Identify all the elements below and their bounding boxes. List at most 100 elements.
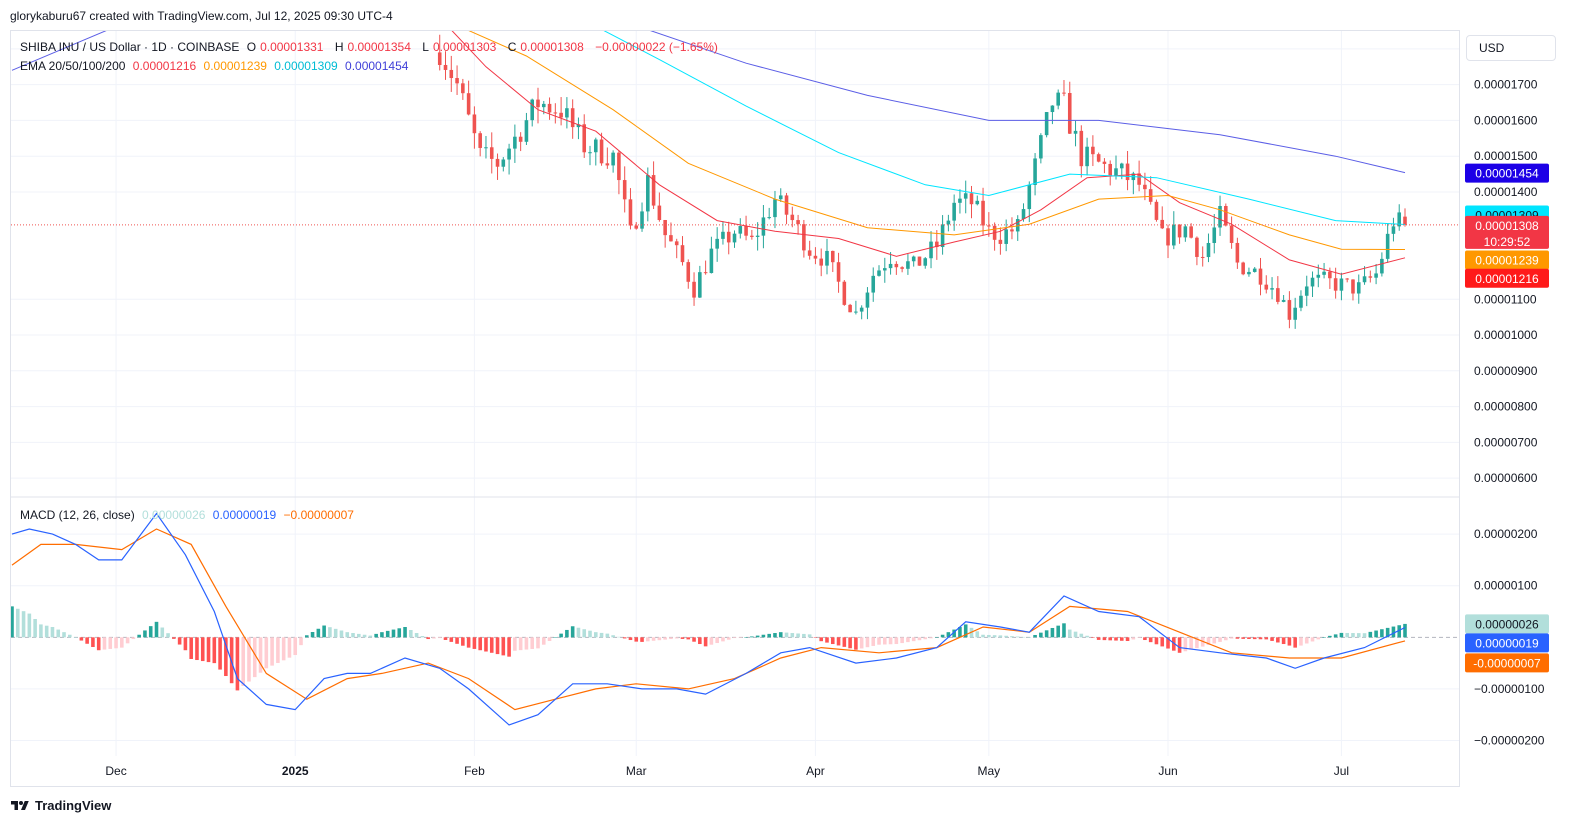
macd-histogram-bar xyxy=(1322,637,1326,638)
macd-histogram-bar xyxy=(299,637,303,646)
candle-body xyxy=(825,250,829,266)
candle-body xyxy=(640,211,644,229)
macd-histogram-bar xyxy=(15,608,20,638)
macd-histogram-bar xyxy=(489,637,494,653)
candle-body xyxy=(1224,206,1228,226)
macd-histogram-bar xyxy=(848,637,852,649)
candle-body xyxy=(761,217,766,236)
legend-change: −0.00000022 (−1.65%) xyxy=(595,40,718,54)
macd-histogram-bar xyxy=(195,637,199,661)
macd-histogram-bar xyxy=(998,635,1003,638)
candle-body xyxy=(963,193,968,199)
macd-histogram-bar xyxy=(172,637,176,639)
price-pane xyxy=(11,31,1459,329)
candle-body xyxy=(1368,276,1373,278)
candle-body xyxy=(1339,278,1344,291)
macd-histogram-bar xyxy=(328,627,332,638)
candle-body xyxy=(900,267,904,269)
macd-histogram-bar xyxy=(559,633,563,638)
macd-histogram-bar xyxy=(738,637,743,638)
macd-histogram-bar xyxy=(120,637,124,648)
time-tick-label: May xyxy=(977,764,1000,778)
candle-body xyxy=(1356,282,1361,294)
ema-line-ema200 xyxy=(11,31,1406,174)
macd-histogram-bar xyxy=(646,637,650,642)
time-tick-label: Feb xyxy=(464,764,485,778)
candle-body xyxy=(969,193,974,205)
legend-ema50: 0.00001239 xyxy=(203,59,267,73)
macd-histogram-bar xyxy=(252,637,257,678)
candle-body xyxy=(437,52,442,65)
candle-body xyxy=(466,93,471,115)
candle-body xyxy=(1304,286,1309,296)
price-tick-label: 0.00001500 xyxy=(1474,149,1538,163)
macd-histogram-bar xyxy=(241,637,245,686)
macd-histogram-bar xyxy=(917,637,922,641)
macd-histogram-bar xyxy=(576,627,581,638)
macd-histogram-bar xyxy=(1247,637,1251,639)
macd-histogram-bar xyxy=(472,637,477,649)
candle-body xyxy=(646,175,650,212)
candle-body xyxy=(1200,256,1205,258)
macd-histogram-bar xyxy=(553,637,558,638)
macd-histogram-bar xyxy=(859,637,864,649)
macd-histogram-bar xyxy=(1362,633,1367,638)
macd-histogram-bar xyxy=(865,637,870,648)
candle-body xyxy=(940,224,945,248)
macd-histogram-bar xyxy=(114,637,118,649)
macd-histogram-bar xyxy=(1316,637,1321,640)
macd-histogram-bar xyxy=(1091,637,1095,638)
macd-histogram-bar xyxy=(68,634,72,638)
macd-histogram-bar xyxy=(541,637,546,645)
candle-body xyxy=(1252,268,1257,272)
macd-histogram-bar xyxy=(744,637,748,638)
candle-body xyxy=(830,250,835,263)
candle-body xyxy=(1079,130,1084,167)
candle-body xyxy=(1362,276,1367,283)
candle-body xyxy=(478,133,482,148)
macd-histogram-bar xyxy=(1368,631,1373,638)
macd-histogram-bar xyxy=(940,634,945,638)
candle-body xyxy=(958,198,962,203)
candle-body xyxy=(507,148,511,160)
candle-body xyxy=(1316,274,1321,278)
candle-body xyxy=(1021,209,1026,220)
currency-button[interactable]: USD xyxy=(1466,35,1556,61)
macd-histogram-bar xyxy=(888,637,893,645)
macd-histogram-bar xyxy=(507,637,511,657)
candle-body xyxy=(1328,271,1332,279)
candle-body xyxy=(599,139,604,164)
macd-histogram-bar xyxy=(432,637,436,639)
candle-body xyxy=(1380,258,1384,274)
macd-histogram-bar xyxy=(778,632,783,638)
macd-histogram-bar xyxy=(854,637,858,650)
candle-body xyxy=(1067,92,1072,134)
macd-histogram-bar xyxy=(1050,627,1055,638)
candle-body xyxy=(1189,226,1193,238)
macd-histogram-bar xyxy=(397,628,402,638)
candle-body xyxy=(680,245,685,263)
macd-histogram-bar xyxy=(96,637,101,651)
macd-histogram-bar xyxy=(1148,637,1153,643)
macd-histogram-bar xyxy=(276,637,280,663)
candle-body xyxy=(484,147,488,149)
macd-histogram-bar xyxy=(212,637,217,664)
candle-body xyxy=(1004,229,1008,244)
badge-ema50-text: 0.00001239 xyxy=(1475,254,1539,268)
macd-histogram-bar xyxy=(981,634,985,638)
macd-histogram-bar xyxy=(570,626,575,638)
macd-histogram-bar xyxy=(813,637,818,638)
legend-close: C 0.00001308 xyxy=(507,40,584,54)
macd-histogram-bar xyxy=(715,637,719,644)
macd-histogram-bar xyxy=(796,633,800,638)
legend-ema-label: EMA 20/50/100/200 xyxy=(20,59,126,73)
candle-body xyxy=(1114,168,1118,176)
macd-histogram-bar xyxy=(1351,633,1355,638)
macd-histogram-bar xyxy=(732,637,737,639)
candle-body xyxy=(923,258,928,266)
macd-histogram-bar xyxy=(235,637,240,691)
tradingview-brand[interactable]: TradingView xyxy=(10,798,111,813)
badge-last-price: 0.00001308 10:29:52 xyxy=(1465,215,1549,249)
